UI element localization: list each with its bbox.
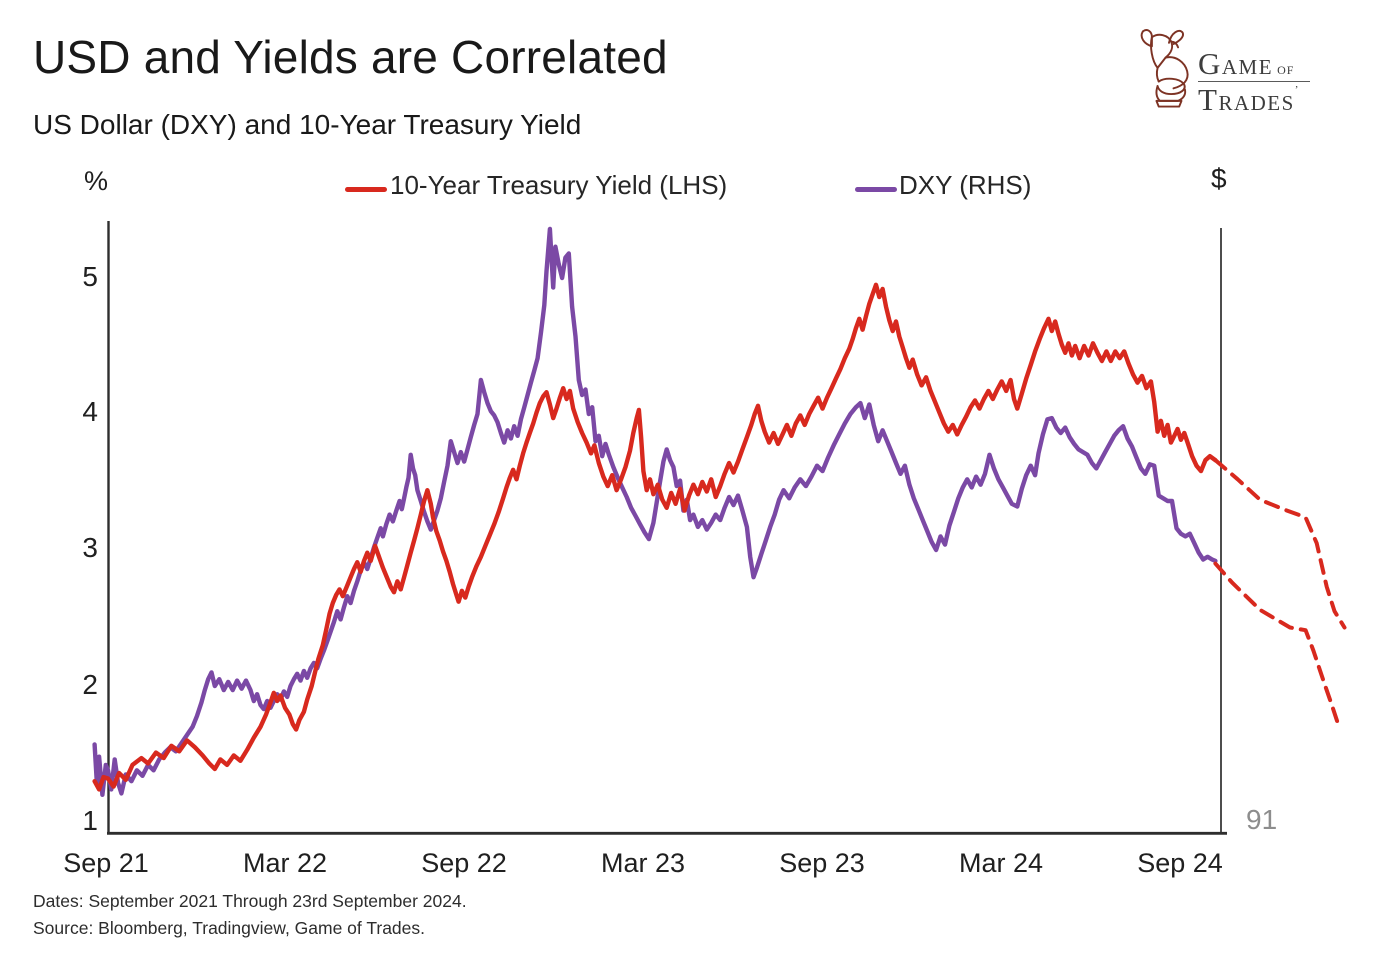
y-tick-4: 4 — [82, 396, 98, 427]
x-tick-sep24: Sep 24 — [1137, 848, 1223, 878]
x-tick-mar23: Mar 23 — [600, 848, 686, 878]
yield-legend-label: 10-Year Treasury Yield (LHS) — [390, 170, 728, 200]
x-tick-mar22: Mar 22 — [242, 848, 328, 878]
bull-icon — [1140, 29, 1189, 108]
x-tick-sep22: Sep 22 — [421, 848, 507, 878]
brand-logo: Game of Trades’ — [1120, 22, 1370, 122]
x-tick-sep21: Sep 21 — [63, 848, 149, 878]
yield-legend-swatch — [345, 187, 387, 192]
footer-dates: Dates: September 2021 Through 23rd Septe… — [33, 891, 467, 911]
left-axis-unit: % — [84, 166, 109, 196]
brand-word-game: Game of — [1198, 46, 1295, 81]
footer-source: Source: Bloomberg, Tradingview, Game of … — [33, 918, 425, 938]
x-tick-sep23: Sep 23 — [779, 848, 865, 878]
brand-word-trades: Trades’ — [1198, 81, 1310, 115]
page-title: USD and Yields are Correlated — [33, 31, 668, 83]
y-tick-3: 3 — [82, 532, 98, 563]
dxy-legend-label: DXY (RHS) — [899, 170, 1032, 200]
y-tick-2: 2 — [82, 669, 98, 700]
x-tick-mar24: Mar 24 — [958, 848, 1044, 878]
right-axis-unit: $ — [1211, 163, 1227, 194]
brand-logo-text: Game of Trades’ — [1198, 48, 1310, 115]
y-tick-1: 1 — [82, 805, 98, 836]
right-axis-bottom-label: 91 — [1246, 804, 1278, 835]
dxy-legend-swatch — [855, 187, 897, 192]
y-tick-5: 5 — [82, 261, 98, 292]
yield-line — [92, 282, 1218, 792]
dxy-line — [92, 226, 1218, 797]
yield-projection-dashed — [1213, 458, 1347, 630]
page-subtitle: US Dollar (DXY) and 10-Year Treasury Yie… — [33, 109, 582, 140]
dxy-projection-dashed — [1213, 561, 1341, 729]
